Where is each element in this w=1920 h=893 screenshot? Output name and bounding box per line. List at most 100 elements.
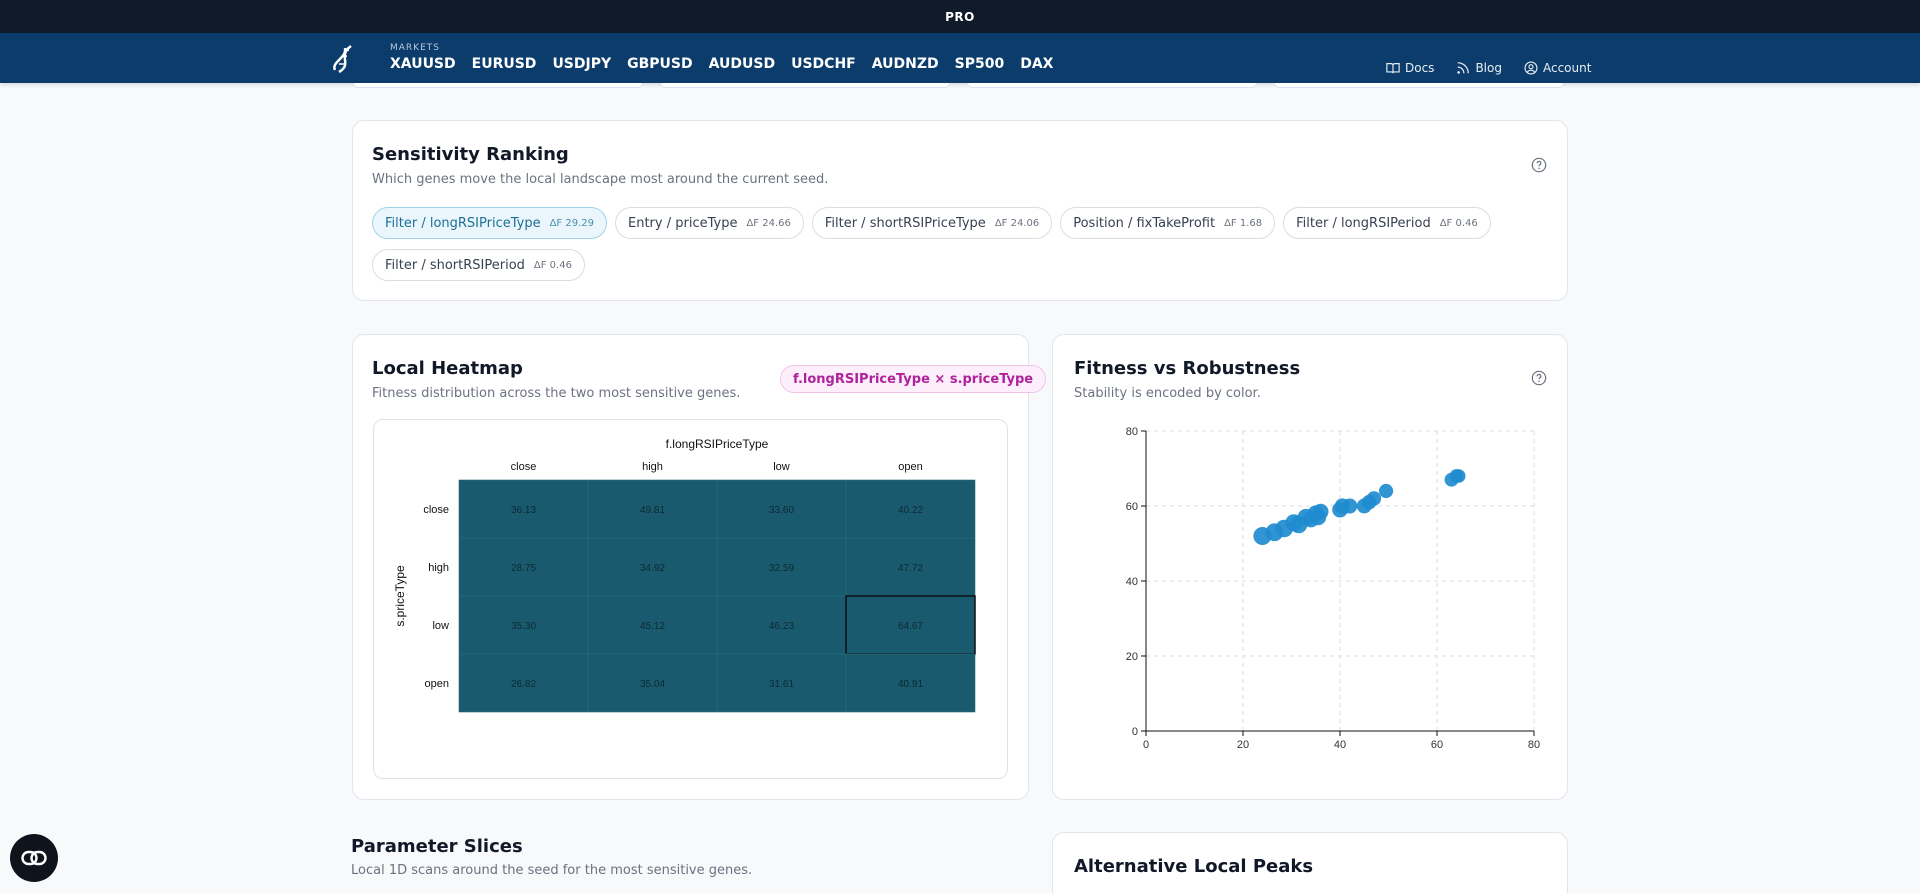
scatter-point xyxy=(1378,483,1394,499)
market-tab-usdjpy[interactable]: USDJPY xyxy=(552,56,612,72)
infinity-link-icon xyxy=(21,850,47,866)
scatter-x-tick: 20 xyxy=(1237,739,1249,751)
help-icon[interactable] xyxy=(1531,157,1547,173)
heatmap-cell xyxy=(716,595,847,655)
gene-chip[interactable]: Filter / shortRSIPriceType ΔF 24.06 xyxy=(811,207,1053,239)
heatmap-y-axis-title: s.priceType xyxy=(393,565,407,627)
blog-link[interactable]: Blog xyxy=(1456,61,1502,75)
heatmap-x-tick: open xyxy=(898,461,922,473)
parameter-slices-subtitle: Local 1D scans around the seed for the m… xyxy=(351,863,753,878)
scatter-point xyxy=(1312,503,1329,520)
market-tab-sp500[interactable]: SP500 xyxy=(954,56,1005,72)
heatmap-cell-label: 64.67 xyxy=(898,621,923,632)
gene-chip-delta: ΔF 24.66 xyxy=(746,217,791,229)
scatter-y-tick: 80 xyxy=(1126,426,1138,438)
dna-logo-icon[interactable] xyxy=(327,42,357,74)
account-link[interactable]: Account xyxy=(1524,61,1591,75)
local-heatmap-subtitle: Fitness distribution across the two most… xyxy=(372,386,741,401)
scatter-y-tick: 0 xyxy=(1132,726,1138,738)
heatmap-y-tick: open xyxy=(425,678,449,690)
heatmap-cell xyxy=(845,653,976,713)
main-navbar: MARKETS XAUUSD EURUSD USDJPY GBPUSD AUDU… xyxy=(0,33,1920,83)
gene-chip-label: Entry / priceType xyxy=(628,215,738,231)
gene-chip-label: Filter / shortRSIPeriod xyxy=(385,257,525,273)
market-tab-audusd[interactable]: AUDUSD xyxy=(708,56,776,72)
scatter-point xyxy=(1342,498,1358,514)
scatter-x-tick: 40 xyxy=(1334,739,1346,751)
nav-links: Docs Blog Account xyxy=(1386,61,1591,75)
alternative-peaks-title: Alternative Local Peaks xyxy=(1074,856,1314,877)
market-tab-audnzd[interactable]: AUDNZD xyxy=(871,56,939,72)
market-tabs: XAUUSD EURUSD USDJPY GBPUSD AUDUSD USDCH… xyxy=(390,56,1053,72)
gene-chip[interactable]: Filter / shortRSIPeriod ΔF 0.46 xyxy=(372,249,585,281)
market-tab-usdchf[interactable]: USDCHF xyxy=(791,56,856,72)
gene-chip-label: Filter / longRSIPriceType xyxy=(385,215,541,231)
heatmap-cell-label: 40.22 xyxy=(898,505,923,516)
heatmap-cell-label: 34.92 xyxy=(640,563,665,574)
user-circle-icon xyxy=(1524,61,1538,75)
market-tab-dax[interactable]: DAX xyxy=(1020,56,1054,72)
heatmap-x-tick: low xyxy=(773,461,790,473)
gene-chip-label: Position / fixTakeProfit xyxy=(1073,215,1216,231)
docs-link[interactable]: Docs xyxy=(1386,61,1434,75)
heatmap-cell xyxy=(716,479,847,539)
gene-chip-delta: ΔF 29.29 xyxy=(549,217,594,229)
pro-label: PRO xyxy=(945,9,975,24)
heatmap-panel: f.longRSIPriceType close high low open s.pric… xyxy=(373,419,1008,779)
scatter-x-tick: 0 xyxy=(1143,739,1149,751)
heatmap-chart: f.longRSIPriceType close high low open s.pric… xyxy=(393,437,976,713)
book-icon xyxy=(1386,63,1400,74)
gene-pair-badge: f.longRSIPriceType × s.priceType xyxy=(780,365,1047,393)
rss-icon xyxy=(1457,62,1470,74)
gene-chip-list: Filter / longRSIPriceType ΔF 29.29 Entry… xyxy=(372,207,1552,281)
blog-link-label: Blog xyxy=(1475,61,1502,75)
heatmap-cell-label: 31.61 xyxy=(769,679,794,690)
fitness-robustness-title: Fitness vs Robustness xyxy=(1074,358,1301,379)
scatter-chart: 0 20 40 60 80 0 20 40 60 80 xyxy=(1126,426,1540,751)
heatmap-cell xyxy=(458,479,589,539)
scatter-x-tick: 60 xyxy=(1431,739,1443,751)
heatmap-cell xyxy=(716,537,847,597)
heatmap-y-tick: close xyxy=(423,504,449,516)
gene-chip[interactable]: Filter / longRSIPriceType ΔF 29.29 xyxy=(372,207,607,239)
gene-chip[interactable]: Filter / longRSIPeriod ΔF 0.46 xyxy=(1283,207,1491,239)
help-icon[interactable] xyxy=(1531,370,1547,386)
heatmap-cell-label: 33.60 xyxy=(769,505,794,516)
parameter-slices-title: Parameter Slices xyxy=(351,836,523,857)
scatter-x-tick: 80 xyxy=(1528,739,1540,751)
heatmap-cell-label: 46.23 xyxy=(769,621,794,632)
alternative-peaks-card xyxy=(1052,832,1568,893)
scrolled-card-edge xyxy=(660,83,950,88)
gene-chip-delta: ΔF 0.46 xyxy=(1439,217,1478,229)
heatmap-cell-label: 49.81 xyxy=(640,505,665,516)
heatmap-cell-label: 35.04 xyxy=(640,679,665,690)
market-tab-gbpusd[interactable]: GBPUSD xyxy=(627,56,693,72)
market-tab-xauusd[interactable]: XAUUSD xyxy=(390,56,456,72)
heatmap-cell xyxy=(845,595,976,655)
scrolled-card-edge xyxy=(353,83,643,88)
heatmap-cell xyxy=(458,537,589,597)
market-tab-eurusd[interactable]: EURUSD xyxy=(471,56,537,72)
docs-link-label: Docs xyxy=(1405,61,1435,75)
heatmap-cell-label: 47.72 xyxy=(898,563,923,574)
heatmap-cell xyxy=(845,537,976,597)
heatmap-y-tick: high xyxy=(428,562,449,574)
gene-chip[interactable]: Position / fixTakeProfit ΔF 1.68 xyxy=(1060,207,1276,239)
heatmap-cell-label: 36.13 xyxy=(511,505,536,516)
scatter-y-tick: 40 xyxy=(1126,576,1138,588)
gene-chip[interactable]: Entry / priceType ΔF 24.66 xyxy=(615,207,804,239)
heatmap-cell xyxy=(587,479,718,539)
heatmap-cell-label: 32.59 xyxy=(769,563,794,574)
heatmap-cell xyxy=(587,653,718,713)
heatmap-x-axis-title: f.longRSIPriceType xyxy=(666,437,769,451)
gene-chip-delta: ΔF 1.68 xyxy=(1224,217,1263,229)
heatmap-cell-label: 26.82 xyxy=(511,679,536,690)
gene-chip-delta: ΔF 24.06 xyxy=(994,217,1040,229)
scrolled-card-edge xyxy=(1274,83,1564,88)
heatmap-y-tick: low xyxy=(432,620,449,632)
account-link-label: Account xyxy=(1542,61,1592,75)
floating-action-button[interactable] xyxy=(10,834,58,882)
scatter-point xyxy=(1452,469,1466,483)
heatmap-cell-label: 45.12 xyxy=(640,621,665,632)
heatmap-cell xyxy=(716,653,847,713)
